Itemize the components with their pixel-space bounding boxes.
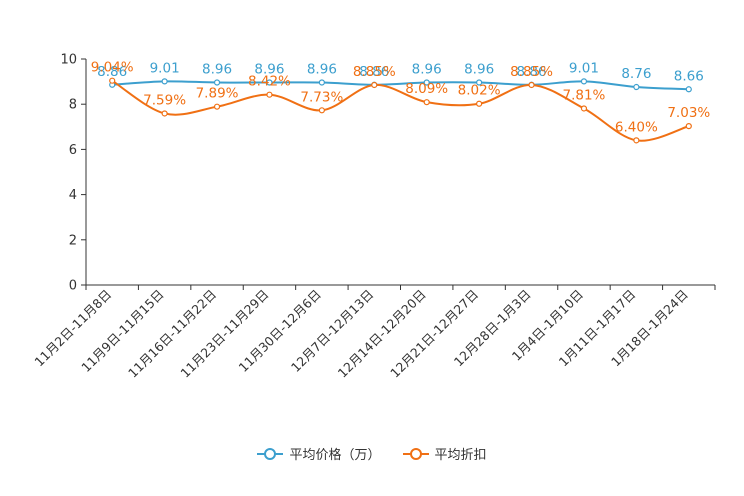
data-point xyxy=(580,105,588,112)
data-point xyxy=(161,110,168,117)
y-tick-label: 10 xyxy=(60,53,77,68)
x-tick-label: 11月16日-11月22日 xyxy=(125,287,219,381)
data-point xyxy=(476,79,483,86)
data-point xyxy=(318,107,325,114)
data-label: 8.85% xyxy=(510,64,553,80)
legend-label-discount: 平均折扣 xyxy=(434,448,487,463)
data-point xyxy=(318,79,325,86)
data-label: 9.01 xyxy=(569,60,599,76)
data-label: 8.66 xyxy=(674,68,704,84)
data-point xyxy=(528,81,535,89)
data-label: 8.09% xyxy=(405,81,448,97)
data-label: 8.42% xyxy=(248,74,291,90)
series-line-price xyxy=(112,80,689,91)
data-point xyxy=(161,78,168,85)
data-label: 8.02% xyxy=(458,83,501,99)
data-label: 8.86 xyxy=(517,64,547,80)
x-tick-label: 12月21日-12月27日 xyxy=(387,287,481,381)
data-label: 7.73% xyxy=(300,89,343,105)
data-point xyxy=(213,79,221,86)
data-label: 7.81% xyxy=(563,87,606,103)
data-label: 9.04% xyxy=(91,60,134,76)
data-point xyxy=(371,81,378,89)
data-point xyxy=(266,79,273,86)
data-point xyxy=(423,99,430,106)
data-label: 8.96 xyxy=(254,62,284,78)
y-tick-label: 2 xyxy=(69,233,77,248)
data-label: 7.89% xyxy=(196,86,239,102)
y-tick-label: 6 xyxy=(69,143,77,158)
data-label: 8.96 xyxy=(307,62,337,78)
data-label: 7.59% xyxy=(143,92,186,108)
data-point xyxy=(109,77,116,84)
data-label: 7.03% xyxy=(667,105,710,121)
data-label: 8.85% xyxy=(353,64,396,80)
legend: 平均价格（万） 平均折扣 xyxy=(0,444,744,463)
data-label: 9.01 xyxy=(150,60,180,76)
y-tick-label: 0 xyxy=(69,279,77,294)
data-label: 8.96 xyxy=(202,62,232,78)
data-label: 8.96 xyxy=(464,62,494,78)
y-tick-label: 4 xyxy=(69,188,77,203)
data-point xyxy=(580,78,588,85)
data-point xyxy=(213,103,221,110)
data-point xyxy=(685,86,692,93)
data-point xyxy=(423,79,430,86)
data-label: 8.86 xyxy=(97,64,127,80)
legend-line-circle-icon xyxy=(257,447,284,461)
series-line-discount xyxy=(111,79,690,142)
data-label: 8.96 xyxy=(412,62,442,78)
data-label: 8.86 xyxy=(359,64,389,80)
data-point xyxy=(266,91,273,98)
y-tick-label: 8 xyxy=(69,98,77,113)
x-tick-label: 11月23日-11月29日 xyxy=(177,287,271,381)
data-label: 6.40% xyxy=(615,119,658,135)
legend-line-circle-icon xyxy=(402,447,429,461)
legend-label-price: 平均价格（万） xyxy=(289,448,381,463)
legend-item-discount[interactable]: 平均折扣 xyxy=(402,444,487,463)
data-point xyxy=(476,100,483,107)
data-label: 8.76 xyxy=(621,66,651,82)
x-tick-label: 12月14日-12月20日 xyxy=(335,287,429,381)
data-point xyxy=(685,123,692,130)
data-point xyxy=(633,83,640,91)
data-point xyxy=(633,137,640,144)
legend-item-price[interactable]: 平均价格（万） xyxy=(257,444,381,463)
